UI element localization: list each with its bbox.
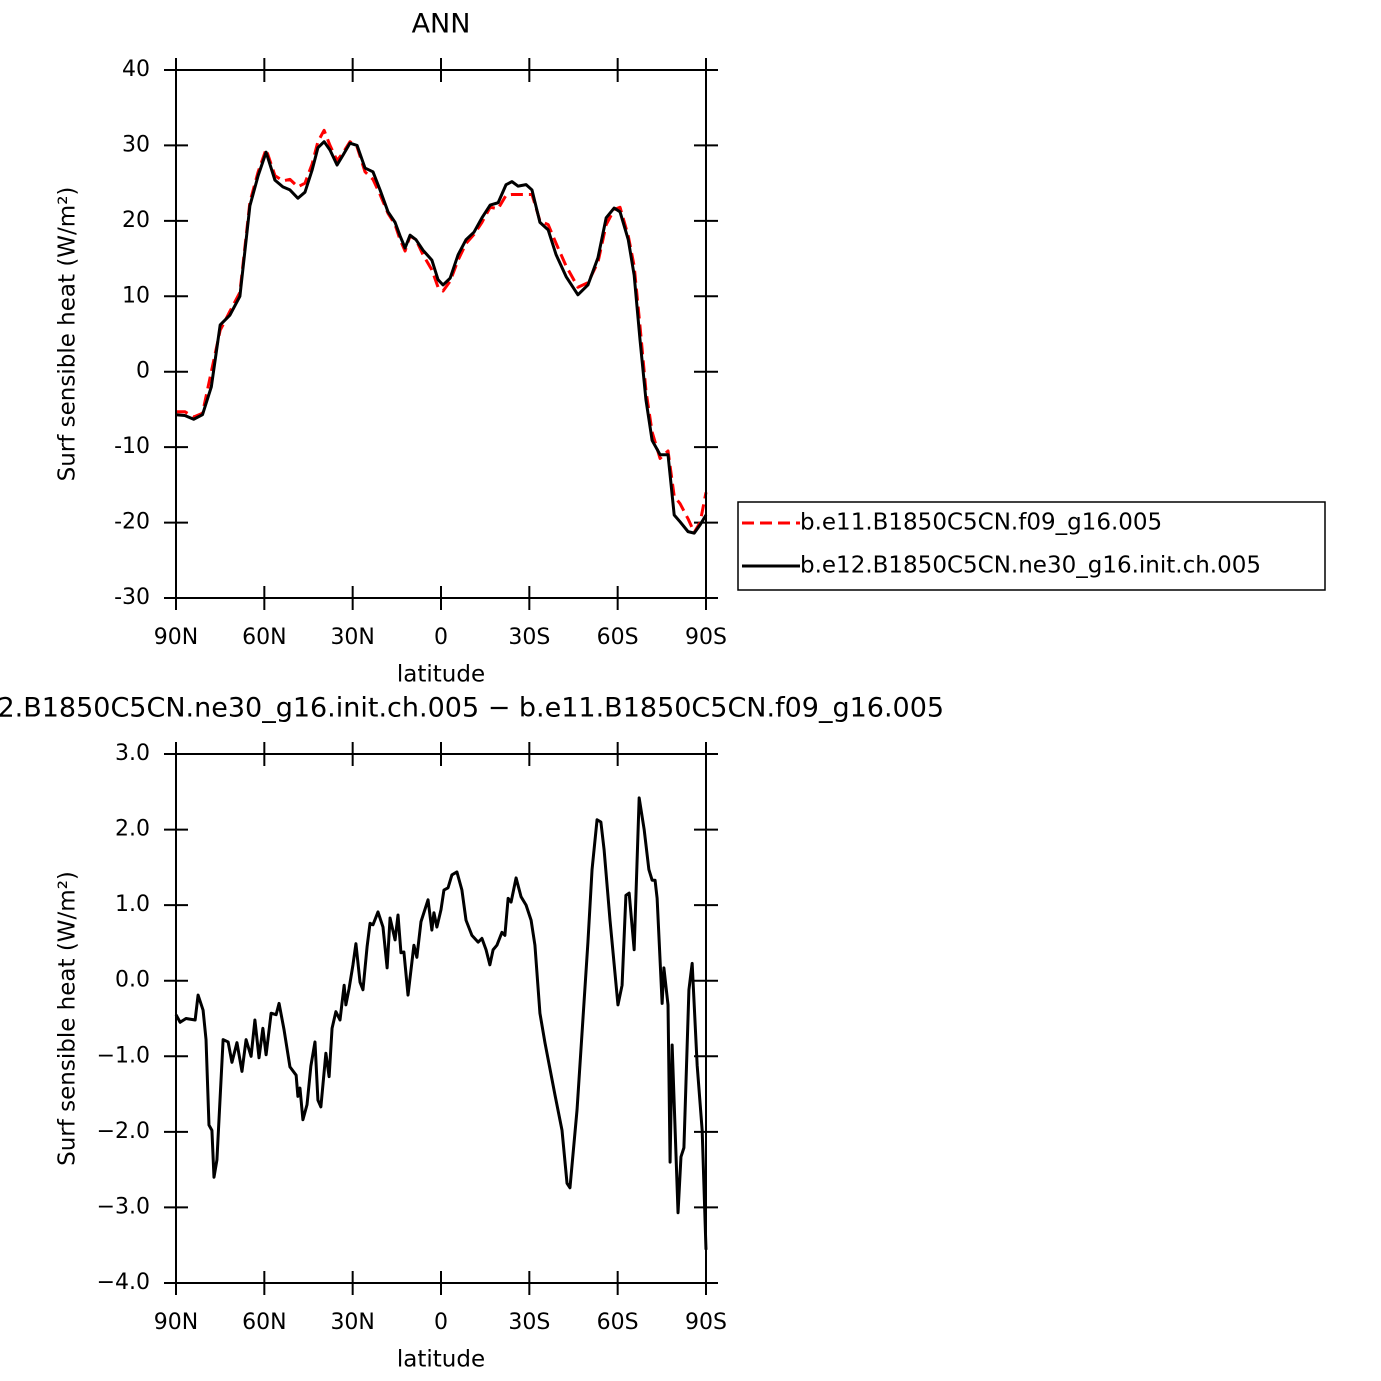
y-tick-label: −4.0	[97, 1270, 150, 1295]
y-tick-label: 20	[122, 208, 150, 233]
y-tick-label: −1.0	[97, 1043, 150, 1068]
y-tick-label: −3.0	[97, 1194, 150, 1219]
x-tick-label: 90N	[154, 1310, 198, 1335]
x-tick-label: 90N	[154, 625, 198, 650]
legend-label: b.e11.B1850C5CN.f09_g16.005	[800, 510, 1162, 536]
y-tick-label: 0	[136, 359, 150, 384]
legend-box	[737, 501, 1326, 591]
y-axis-label: Surf sensible heat (W/m²)	[55, 187, 81, 482]
y-tick-label: 0.0	[115, 968, 150, 993]
y-tick-label: 10	[122, 283, 150, 308]
y-tick-label: 40	[122, 57, 150, 82]
plot-frame	[175, 69, 707, 599]
x-tick-label: 30N	[330, 625, 374, 650]
data-line	[174, 796, 708, 1250]
y-tick-label: −2.0	[97, 1119, 150, 1144]
legend-label: b.e12.B1850C5CN.ne30_g16.init.ch.005	[800, 553, 1261, 579]
x-axis-label: latitude	[397, 662, 485, 688]
x-tick-label: 60N	[242, 1310, 286, 1335]
y-axis-label: Surf sensible heat (W/m²)	[55, 871, 81, 1166]
x-tick-label: 30S	[508, 1310, 550, 1335]
y-tick-label: 2.0	[115, 817, 150, 842]
x-tick-label: 90S	[685, 1310, 727, 1335]
x-tick-label: 0	[434, 625, 448, 650]
x-axis-label: latitude	[397, 1347, 485, 1373]
y-tick-label: -20	[114, 510, 150, 535]
x-tick-label: 30S	[508, 625, 550, 650]
y-tick-label: 3.0	[115, 741, 150, 766]
x-tick-label: 30N	[330, 1310, 374, 1335]
plot-frame	[175, 753, 707, 1284]
x-tick-label: 90S	[685, 625, 727, 650]
y-tick-label: -10	[114, 434, 150, 459]
data-line	[175, 140, 708, 535]
y-tick-label: -30	[114, 585, 150, 610]
x-tick-label: 0	[434, 1310, 448, 1335]
y-tick-label: 1.0	[115, 892, 150, 917]
x-tick-label: 60N	[242, 625, 286, 650]
chart-title: b.e12.B1850C5CN.ne30_g16.init.ch.005 − b…	[0, 693, 944, 724]
x-tick-label: 60S	[597, 1310, 639, 1335]
y-tick-label: 30	[122, 132, 150, 157]
chart-title: ANN	[412, 9, 471, 40]
x-tick-label: 60S	[597, 625, 639, 650]
